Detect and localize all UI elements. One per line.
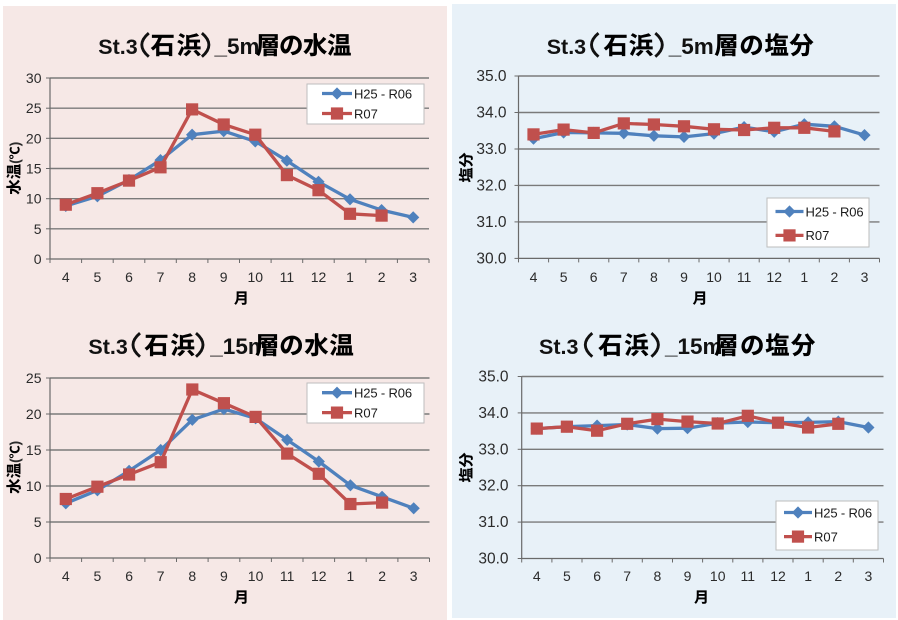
- svg-text:7: 7: [620, 269, 628, 285]
- svg-text:R07: R07: [354, 106, 378, 121]
- svg-text:8: 8: [654, 568, 662, 584]
- svg-text:32.0: 32.0: [476, 177, 507, 194]
- svg-text:5: 5: [34, 221, 42, 237]
- svg-text:): ): [8, 441, 23, 446]
- svg-text:31.0: 31.0: [476, 214, 507, 231]
- svg-text:8: 8: [188, 269, 196, 285]
- svg-text:4: 4: [533, 568, 541, 584]
- svg-text:): ): [8, 142, 23, 147]
- svg-text:1: 1: [800, 269, 808, 285]
- svg-text:10: 10: [248, 568, 264, 584]
- svg-text:5: 5: [94, 568, 102, 584]
- svg-text:4: 4: [62, 568, 70, 584]
- svg-text:H25 - R06: H25 - R06: [806, 204, 864, 219]
- svg-text:St.3: St.3: [88, 335, 127, 359]
- svg-text:R07: R07: [814, 529, 838, 544]
- svg-text:11: 11: [741, 568, 756, 584]
- svg-text:0: 0: [34, 550, 42, 566]
- svg-text:2: 2: [834, 568, 842, 584]
- svg-text:12: 12: [766, 269, 782, 285]
- svg-text:33.0: 33.0: [476, 141, 507, 158]
- svg-text:4: 4: [62, 269, 70, 285]
- svg-text:33.0: 33.0: [478, 441, 509, 458]
- svg-text:9: 9: [220, 568, 228, 584]
- svg-text:7: 7: [157, 568, 165, 584]
- svg-text:10: 10: [710, 568, 726, 584]
- svg-text:10: 10: [26, 191, 42, 207]
- svg-text:6: 6: [125, 568, 133, 584]
- svg-text:20: 20: [26, 406, 42, 422]
- svg-text:35.0: 35.0: [476, 68, 507, 85]
- svg-text:30.0: 30.0: [476, 250, 507, 267]
- svg-text:0: 0: [34, 251, 42, 267]
- svg-text:10: 10: [248, 269, 264, 285]
- svg-text:2: 2: [378, 269, 386, 285]
- svg-text:20: 20: [26, 130, 42, 146]
- svg-text:10: 10: [706, 269, 722, 285]
- svg-text:30: 30: [26, 70, 42, 86]
- svg-text:1: 1: [347, 568, 355, 584]
- svg-text:25: 25: [26, 100, 42, 116]
- svg-text:6: 6: [590, 269, 598, 285]
- svg-text:31.0: 31.0: [478, 514, 509, 531]
- svg-text:32.0: 32.0: [478, 478, 509, 495]
- svg-text:R07: R07: [354, 405, 378, 420]
- svg-text:R07: R07: [806, 228, 830, 243]
- svg-text:12: 12: [770, 568, 786, 584]
- svg-text:15: 15: [26, 442, 42, 458]
- svg-text:30.0: 30.0: [478, 551, 509, 568]
- svg-text:3: 3: [861, 269, 869, 285]
- svg-text:35.0: 35.0: [478, 369, 509, 386]
- svg-text:5: 5: [563, 568, 571, 584]
- svg-text:(: (: [8, 458, 23, 463]
- svg-text:25: 25: [26, 370, 42, 386]
- svg-text:11: 11: [280, 269, 295, 285]
- svg-text:1: 1: [804, 568, 812, 584]
- svg-text:5: 5: [94, 269, 102, 285]
- svg-text:34.0: 34.0: [478, 405, 509, 422]
- svg-text:_15m: _15m: [664, 334, 723, 359]
- svg-text:3: 3: [865, 568, 873, 584]
- svg-text:St.3: St.3: [539, 335, 578, 359]
- svg-text:3: 3: [410, 568, 418, 584]
- svg-text:9: 9: [684, 568, 692, 584]
- svg-text:11: 11: [280, 568, 295, 584]
- svg-text:15: 15: [26, 161, 42, 177]
- svg-text:(: (: [8, 159, 23, 164]
- svg-text:9: 9: [680, 269, 688, 285]
- svg-text:H25 - R06: H25 - R06: [354, 86, 412, 101]
- svg-text:H25 - R06: H25 - R06: [354, 386, 412, 401]
- svg-text:9: 9: [220, 269, 228, 285]
- svg-text:8: 8: [650, 269, 658, 285]
- svg-text:2: 2: [378, 568, 386, 584]
- svg-text:8: 8: [188, 568, 196, 584]
- svg-text:3: 3: [409, 269, 417, 285]
- svg-text:1: 1: [346, 269, 354, 285]
- svg-text:6: 6: [593, 568, 601, 584]
- svg-text:5: 5: [34, 514, 42, 530]
- svg-text:34.0: 34.0: [476, 105, 507, 122]
- svg-text:5: 5: [560, 269, 568, 285]
- svg-text:10: 10: [26, 478, 42, 494]
- svg-text:12: 12: [311, 568, 327, 584]
- svg-text:St.3: St.3: [98, 35, 137, 59]
- svg-text:12: 12: [311, 269, 327, 285]
- svg-text:2: 2: [831, 269, 839, 285]
- svg-text:4: 4: [530, 269, 538, 285]
- svg-text:7: 7: [623, 568, 631, 584]
- svg-text:St.3: St.3: [547, 35, 586, 59]
- svg-text:_5m: _5m: [214, 34, 260, 59]
- svg-text:11: 11: [737, 269, 752, 285]
- svg-text:7: 7: [157, 269, 165, 285]
- svg-text:_5m: _5m: [668, 34, 714, 59]
- svg-text:6: 6: [125, 269, 133, 285]
- svg-text:H25 - R06: H25 - R06: [814, 505, 872, 520]
